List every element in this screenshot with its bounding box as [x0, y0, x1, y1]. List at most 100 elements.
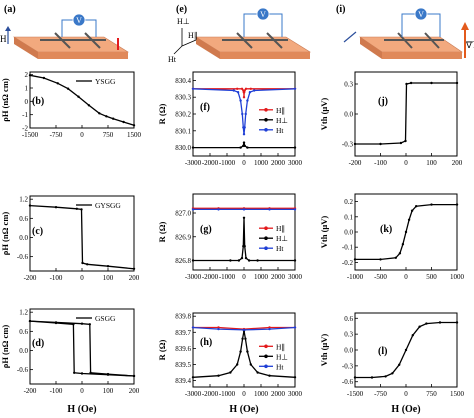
x-tick-label: -3000 [185, 159, 202, 167]
data-point [236, 91, 240, 94]
y-tick-label: -0.6 [17, 366, 29, 374]
diagram-a: V H [0, 13, 130, 59]
data-point [56, 82, 59, 85]
y-tick-label: 827.0 [175, 210, 191, 218]
data-point [398, 252, 402, 255]
data-point [239, 99, 242, 102]
data-point [240, 87, 244, 91]
x-tick-label: -750 [374, 390, 387, 398]
x-tick-label: -1000 [219, 159, 236, 167]
data-point [243, 245, 246, 248]
x-tick-label: 0 [80, 274, 84, 282]
x-tick-label: -1500 [347, 390, 364, 398]
data-point [242, 328, 246, 332]
data-point [242, 208, 246, 211]
y-tick-label: 0.0 [344, 229, 353, 237]
y-tick-label: 826.9 [175, 233, 191, 241]
x-tick-label: -1000 [219, 390, 236, 398]
data-point [379, 258, 382, 261]
data-point [256, 259, 259, 262]
data-point [106, 373, 110, 376]
data-point [80, 208, 83, 211]
data-point [353, 258, 357, 261]
data-point [405, 82, 408, 86]
x-tick-label: 1000 [450, 273, 465, 281]
data-point [105, 115, 108, 118]
data-point [217, 374, 220, 377]
xlabel-col2: H (Oe) [229, 404, 258, 415]
y-axis-label: Vth (μV) [319, 98, 329, 131]
x-tick-label: -1000 [219, 273, 236, 281]
legend-marker [264, 118, 268, 122]
data-point [132, 124, 136, 127]
legend-label: Ht [276, 362, 284, 371]
data-point [132, 374, 136, 378]
x-tick-label: 0 [404, 273, 408, 281]
y-tick-label: -1 [22, 111, 28, 119]
y-tick-label: 0.3 [344, 81, 353, 89]
data-point [246, 350, 249, 353]
data-point [293, 208, 297, 211]
data-point [73, 371, 76, 374]
data-point [455, 321, 459, 324]
voltmeter-icon [414, 7, 428, 21]
data-point [242, 96, 246, 99]
x-tick-label: 100 [103, 387, 114, 395]
y-tick-label: -0.2 [342, 259, 354, 267]
data-point [248, 91, 252, 94]
legend-label: H∥ [276, 342, 285, 351]
data-point [54, 206, 58, 209]
data-point [87, 104, 91, 107]
y-tick-label: 0.2 [344, 198, 353, 206]
chart-b: -1500 -750 0 750 1500 2 1 0 -1 -2 ρH (nΩ cm) YSGG [0, 71, 142, 139]
y-tick-label: 2 [25, 71, 29, 79]
legend-label: H∥ [276, 106, 285, 115]
legend-marker [264, 364, 268, 369]
x-tick-label: 500 [426, 273, 437, 281]
legend-label: YSGG [95, 77, 116, 86]
data-point [370, 376, 374, 379]
chart-c: -200 -100 0 100 200 1.2 0.6 0.0 -0.6 ρH (nΩ cm) GY… [0, 195, 140, 282]
data-point [239, 146, 242, 149]
xlabel-col1: H (Oe) [67, 404, 96, 415]
data-point [217, 208, 220, 211]
x-tick-label: -2000 [202, 390, 219, 398]
x-tick-label: -200 [24, 274, 37, 282]
y-axis-label: Vth (μV) [319, 334, 329, 367]
chart-k: -1000 -500 0 500 1000 0.2 0.1 0.0 -0.1 -0.2 Vth (μ… [319, 193, 465, 281]
x-tick-label: 0 [242, 390, 246, 398]
data-point [430, 81, 433, 85]
y-axis-label: ρH (nΩ cm) [0, 78, 10, 122]
panel-letter-g: (g) [200, 224, 212, 235]
x-tick-label: -100 [50, 274, 63, 282]
data-point [455, 81, 459, 85]
legend-marker [264, 354, 268, 359]
data-point [86, 263, 89, 266]
svg-text:V: V [76, 16, 82, 25]
data-point [243, 126, 246, 129]
x-tick-label: 0 [242, 159, 246, 167]
data-point [379, 142, 382, 146]
data-point [244, 112, 247, 116]
data-point [394, 256, 397, 259]
data-point [293, 87, 297, 91]
data-point [407, 218, 411, 221]
data-point [229, 259, 232, 262]
data-point [404, 139, 407, 143]
y-tick-label: 830.0 [175, 144, 191, 152]
svg-text:V: V [260, 10, 266, 19]
panel-letter-k: (k) [380, 224, 392, 235]
data-point [249, 87, 252, 91]
x-tick-label: 750 [103, 131, 114, 139]
xlabel-col3: H (Oe) [391, 404, 420, 415]
legend-label: H⊥ [276, 352, 288, 361]
data-point [72, 323, 75, 326]
y-tick-label: -0.1 [342, 244, 354, 252]
data-point [401, 243, 405, 246]
x-tick-label: -2000 [202, 273, 219, 281]
x-tick-label: -3000 [185, 390, 202, 398]
data-point [246, 146, 249, 149]
data-point [404, 230, 408, 234]
data-point [425, 322, 428, 325]
data-point [191, 87, 195, 91]
